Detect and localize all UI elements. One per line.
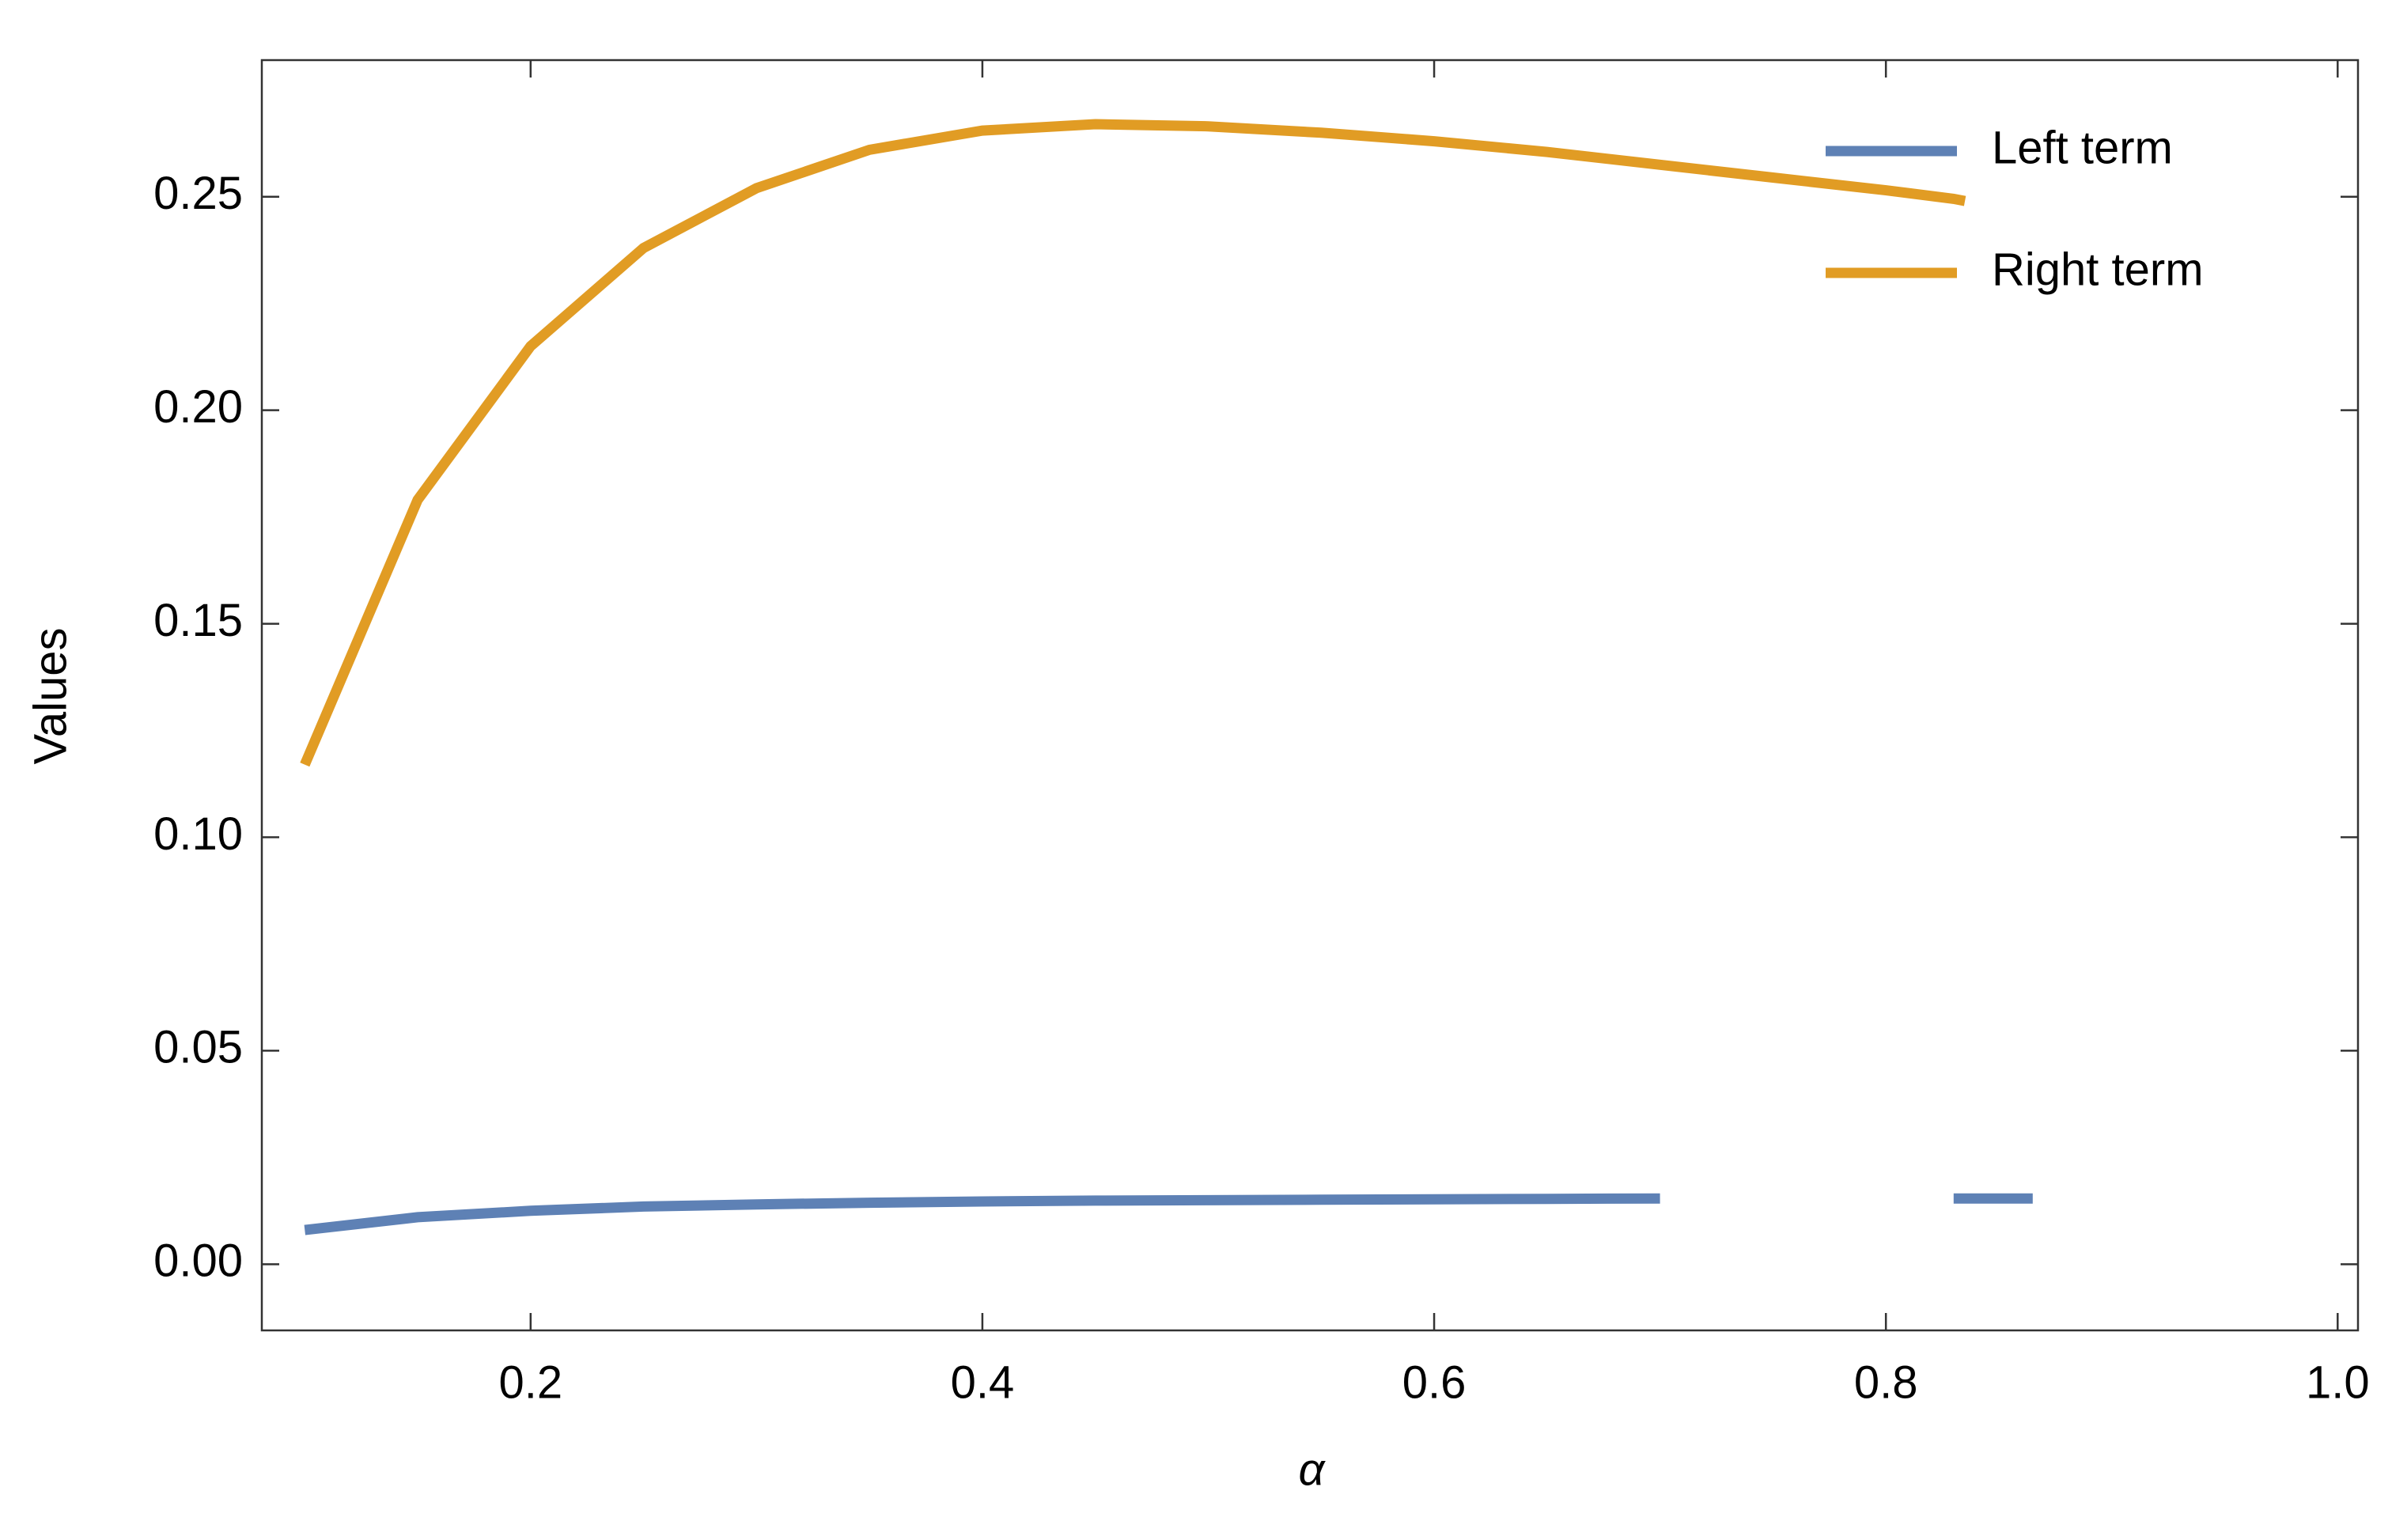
- y-tick-label: 0.25: [153, 168, 243, 219]
- x-tick-label: 0.8: [1854, 1356, 1918, 1408]
- x-axis-label: α: [1298, 1444, 1326, 1495]
- x-tick-label: 0.4: [951, 1356, 1015, 1408]
- y-tick-label: 0.00: [153, 1235, 243, 1287]
- y-tick-label: 0.05: [153, 1022, 243, 1073]
- x-tick-label: 1.0: [2306, 1356, 2370, 1408]
- y-tick-label: 0.10: [153, 808, 243, 860]
- y-axis-label: Values: [25, 627, 76, 764]
- y-tick-label: 0.20: [153, 381, 243, 433]
- x-tick-label: 0.2: [498, 1356, 562, 1408]
- x-tick-label: 0.6: [1402, 1356, 1467, 1408]
- legend-label: Right term: [1992, 244, 2204, 295]
- line-series: [304, 1193, 2033, 1235]
- plot-frame: [260, 59, 2360, 1332]
- line-series: [300, 119, 1966, 767]
- y-tick-label: 0.15: [153, 595, 243, 646]
- legend-label: Left term: [1992, 122, 2173, 173]
